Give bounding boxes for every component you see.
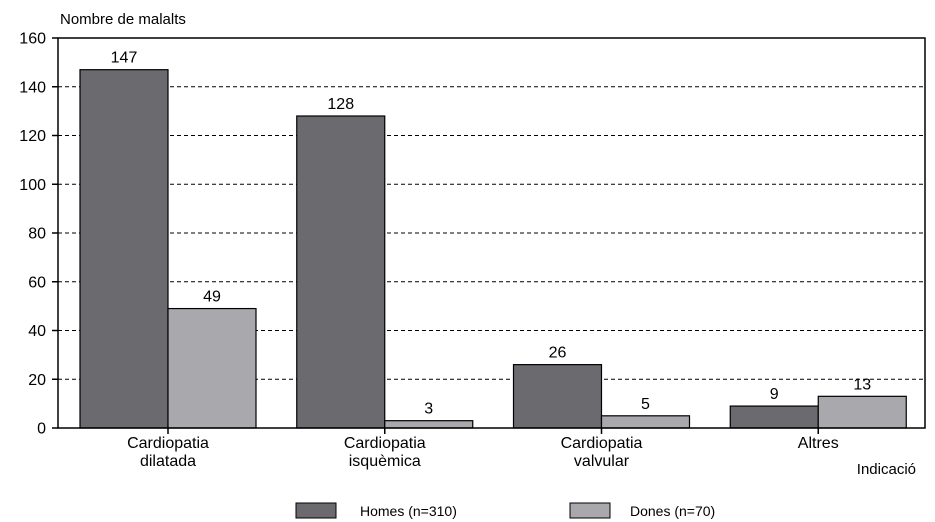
data-label: 49 (203, 289, 221, 306)
x-category-label: valvular (574, 453, 630, 470)
y-tick-label: 120 (19, 128, 46, 145)
bar (600, 415, 691, 429)
y-tick-label: 20 (28, 372, 46, 389)
y-tick-label: 60 (28, 274, 46, 291)
data-label: 5 (641, 396, 650, 413)
x-category-label: dilatada (140, 453, 196, 470)
data-label: 9 (770, 386, 779, 403)
y-tick-label: 80 (28, 226, 46, 243)
y-tick-label: 0 (37, 421, 46, 438)
x-axis-label: Indicació (857, 461, 916, 478)
y-tick-label: 100 (19, 177, 46, 194)
x-category-label: Altres (798, 435, 839, 452)
y-tick-label: 160 (19, 31, 46, 48)
bar (296, 115, 386, 429)
data-label: 3 (424, 401, 433, 418)
bars (79, 69, 907, 429)
y-axis-label: Nombre de malalts (60, 11, 186, 28)
y-tick-label: 140 (19, 79, 46, 96)
bar (729, 405, 819, 429)
bar (817, 395, 907, 429)
x-category-label: Cardiopatia (344, 435, 426, 452)
x-category-label: Cardiopatia (561, 435, 643, 452)
y-tick-label: 40 (28, 323, 46, 340)
data-labels: 147 49 128 3 26 5 9 13 (111, 50, 872, 418)
legend-label: Homes (n=310) (360, 503, 457, 519)
gridlines (58, 86, 925, 380)
data-label: 147 (111, 50, 138, 67)
legend-swatch (295, 502, 337, 519)
data-label: 26 (549, 345, 567, 362)
bar (167, 307, 257, 429)
legend-label: Dones (n=70) (630, 503, 715, 519)
legend-swatch (569, 502, 611, 519)
x-category-label: isquèmica (349, 453, 421, 470)
legend: Homes (n=310) Dones (n=70) (295, 502, 715, 519)
bar (512, 364, 603, 429)
y-ticks: 0 20 40 60 80 100 120 140 160 (19, 31, 58, 438)
bar (384, 420, 474, 429)
data-label: 128 (327, 96, 354, 113)
data-label: 13 (853, 376, 871, 393)
category-labels: CardiopatiadilatadaCardiopatiaisquèmicaC… (127, 428, 839, 470)
x-category-label: Cardiopatia (127, 435, 209, 452)
bar (79, 69, 169, 429)
